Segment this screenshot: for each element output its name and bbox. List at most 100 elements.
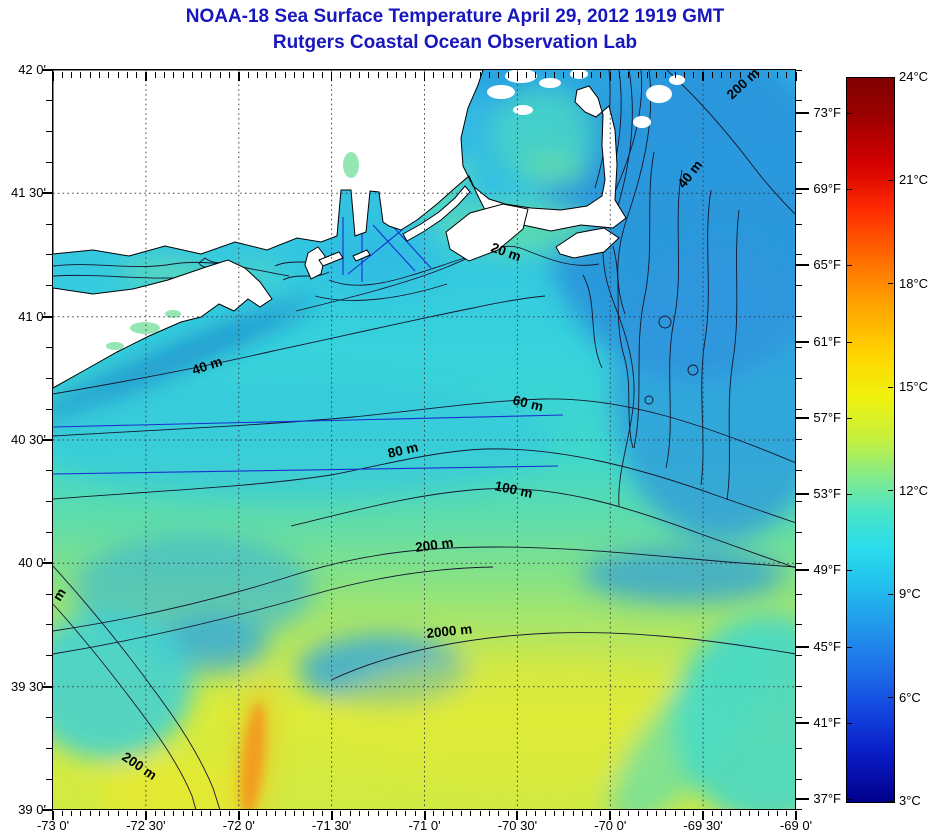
bottom-axis-minor-tick	[656, 811, 658, 816]
right-axis-minor-tick	[796, 254, 802, 256]
top-axis-minor-tick	[628, 71, 630, 78]
fahrenheit-scale-label: 53°F	[813, 486, 841, 501]
bottom-axis-minor-tick	[433, 811, 435, 816]
top-axis-minor-tick	[711, 71, 713, 78]
right-axis-minor-tick	[796, 131, 802, 133]
fahrenheit-scale-label: 41°F	[813, 715, 841, 730]
right-axis-minor-tick	[796, 501, 802, 503]
colorbar-celsius-tick	[888, 283, 893, 285]
fahrenheit-scale-label: 69°F	[813, 181, 841, 196]
bottom-axis-minor-tick	[526, 811, 528, 816]
right-axis-fahrenheit-tick	[796, 188, 809, 190]
top-axis-minor-tick	[247, 71, 249, 78]
top-axis-minor-tick	[600, 71, 602, 78]
fahrenheit-scale-label: 73°F	[813, 105, 841, 120]
bottom-axis-minor-tick	[191, 811, 193, 816]
latitude-tick-label: 41 0'	[18, 308, 46, 324]
top-axis-minor-tick	[674, 71, 676, 78]
colorbar-fahrenheit-tick	[847, 493, 852, 495]
left-axis-minor-tick	[46, 285, 53, 287]
longitude-tick-label: -72 0'	[222, 818, 255, 833]
celsius-scale-label: 3°C	[899, 793, 921, 808]
land-masses	[53, 70, 627, 389]
top-axis-minor-tick	[637, 71, 639, 78]
left-axis-minor-tick	[46, 747, 53, 749]
bottom-axis-minor-tick	[219, 811, 221, 816]
right-axis-minor-tick	[796, 285, 802, 287]
right-axis-minor-tick	[796, 531, 802, 533]
bottom-axis-minor-tick	[266, 811, 268, 816]
top-axis-minor-tick	[646, 71, 648, 78]
bottom-axis-minor-tick	[628, 811, 630, 816]
right-axis-minor-tick	[796, 686, 802, 688]
bottom-axis-minor-tick	[721, 811, 723, 816]
top-axis-minor-tick	[349, 71, 351, 78]
contour-label: 60 m	[511, 392, 544, 414]
bottom-axis-minor-tick	[228, 811, 230, 816]
longitude-tick-label: -70 0'	[594, 818, 627, 833]
top-axis-minor-tick	[433, 71, 435, 78]
celsius-scale-label: 18°C	[899, 275, 928, 291]
bottom-axis-minor-tick	[201, 811, 203, 816]
top-axis-minor-tick	[767, 71, 769, 78]
longitude-tick-label: -71 0'	[408, 818, 441, 833]
bottom-axis-major-tick	[795, 811, 797, 820]
bottom-axis-minor-tick	[61, 811, 63, 816]
left-axis-minor-tick	[46, 131, 53, 133]
right-axis-minor-tick	[796, 69, 802, 71]
graticule-grid	[53, 70, 796, 810]
colorbar-celsius-tick	[888, 800, 893, 802]
bottom-axis-minor-tick	[210, 811, 212, 816]
top-axis-minor-tick	[256, 71, 258, 78]
top-axis-minor-tick	[470, 71, 472, 78]
bottom-axis-minor-tick	[386, 811, 388, 816]
bottom-axis-minor-tick	[749, 811, 751, 816]
bottom-axis-minor-tick	[554, 811, 556, 816]
top-axis-minor-tick	[71, 71, 73, 78]
fahrenheit-scale-label: 37°F	[813, 791, 841, 806]
left-axis-minor-tick	[46, 223, 53, 225]
right-axis-minor-tick	[796, 161, 802, 163]
bottom-axis-minor-tick	[535, 811, 537, 816]
bottom-axis-minor-tick	[758, 811, 760, 816]
bottom-axis-major-tick	[423, 811, 426, 820]
bottom-axis-minor-tick	[377, 811, 379, 816]
longitude-tick-label: -69 0'	[779, 818, 813, 833]
bottom-axis-major-tick	[702, 811, 705, 820]
latitude-tick-label: 39 0'	[18, 802, 46, 817]
bottom-axis-minor-tick	[619, 811, 621, 816]
bottom-axis-minor-tick	[461, 811, 463, 816]
figure-subtitle: Rutgers Coastal Ocean Observation Lab	[272, 32, 638, 53]
left-axis-major-tick	[42, 439, 53, 441]
bottom-axis-major-tick	[144, 811, 147, 820]
top-axis-minor-tick	[228, 71, 230, 78]
top-axis-minor-tick	[786, 71, 788, 78]
contour-label: 200 m	[414, 535, 454, 555]
bottom-axis-minor-tick	[591, 811, 593, 816]
top-axis-minor-tick	[581, 71, 583, 78]
colorbar-fahrenheit-tick	[847, 646, 852, 648]
top-axis-minor-tick	[154, 71, 156, 78]
right-axis-minor-tick	[796, 316, 802, 318]
top-axis-minor-tick	[591, 71, 593, 78]
bottom-axis-minor-tick	[665, 811, 667, 816]
top-axis-minor-tick	[451, 71, 453, 78]
bottom-axis-minor-tick	[414, 811, 416, 816]
bottom-axis-minor-tick	[173, 811, 175, 816]
top-axis-minor-tick	[126, 71, 128, 78]
bottom-axis-major-tick	[516, 811, 519, 820]
top-axis-minor-tick	[108, 71, 110, 78]
bottom-axis-minor-tick	[303, 811, 305, 816]
bottom-axis-minor-tick	[711, 811, 713, 816]
colorbar-fahrenheit-tick	[847, 798, 852, 800]
colorbar-celsius-tick	[888, 593, 893, 595]
right-axis-minor-tick	[796, 716, 802, 718]
bottom-axis-minor-tick	[637, 811, 639, 816]
top-axis-major-tick	[795, 71, 797, 81]
bottom-axis-minor-tick	[154, 811, 156, 816]
bottom-axis-minor-tick	[340, 811, 342, 816]
top-axis-minor-tick	[377, 71, 379, 78]
colorbar-fahrenheit-tick	[847, 341, 852, 343]
top-axis-minor-tick	[191, 71, 193, 78]
right-axis-minor-tick	[796, 562, 802, 564]
